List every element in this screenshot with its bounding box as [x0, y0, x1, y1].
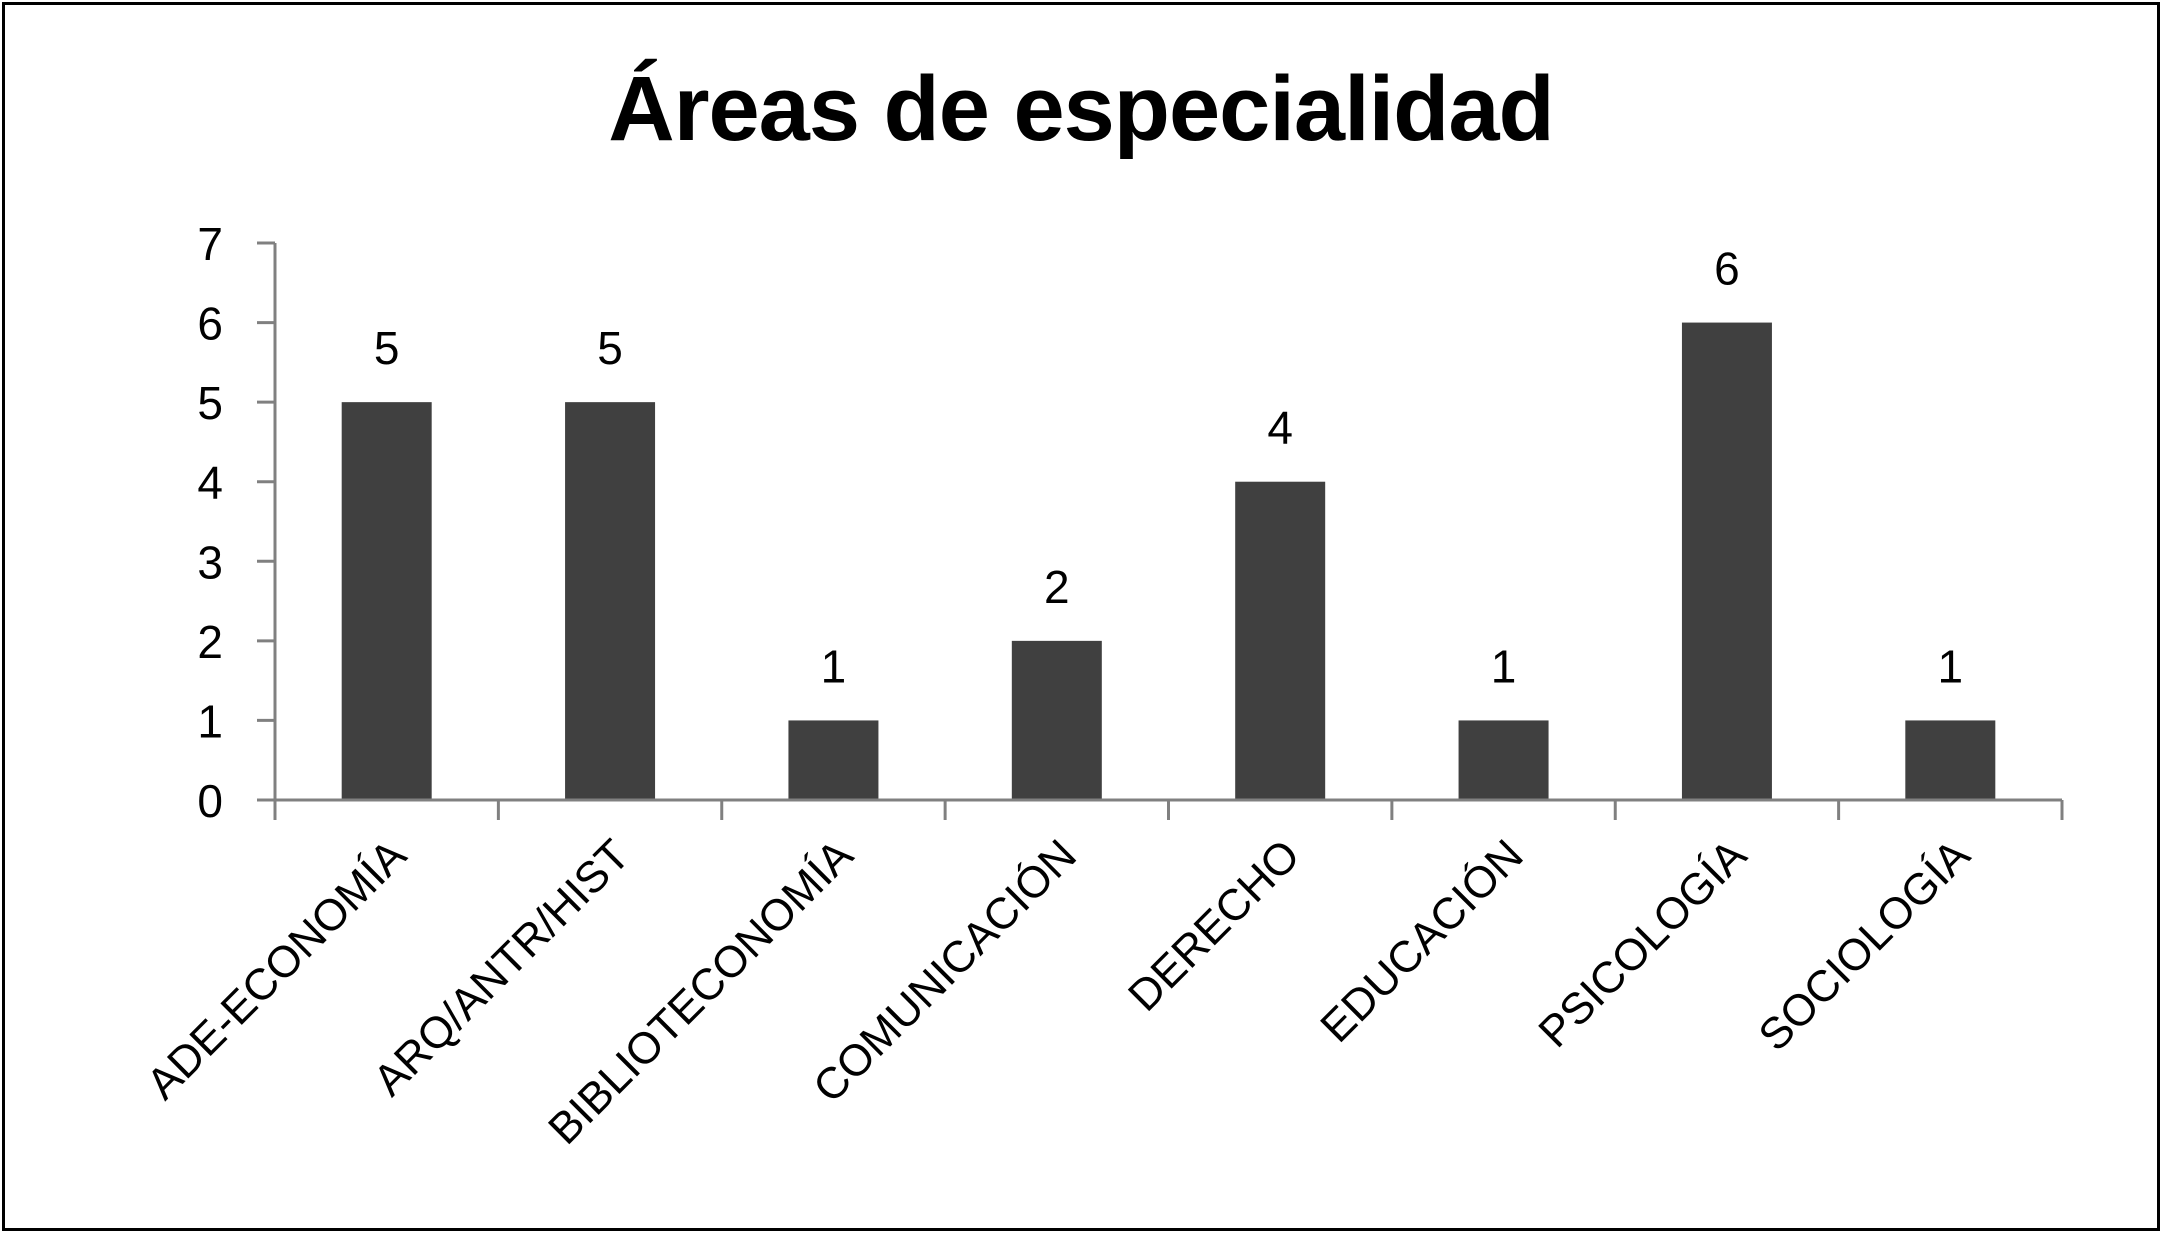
bar	[341, 402, 432, 800]
category-label: SOCIOLOGÍA	[1749, 830, 1979, 1060]
y-tick-label: 7	[197, 218, 223, 270]
y-tick-label: 2	[197, 616, 223, 668]
category-label: EDUCACIÓN	[1311, 830, 1532, 1051]
y-tick-label: 4	[197, 457, 223, 509]
chart-title: Áreas de especialidad	[608, 58, 1555, 160]
data-label: 1	[1938, 640, 1964, 692]
y-tick-label: 0	[197, 775, 223, 827]
category-labels: ADE-ECONOMÍAARQ/ANTR/HISTBIBLIOTECONOMÍA…	[137, 830, 1979, 1154]
bar-chart: 0 1 2 3 4 5 6 7 5 5 1 2 4 1 6 1 ADE-ECONOMÍAARQ/ANTR/H…	[137, 218, 2064, 1154]
bar	[1235, 481, 1326, 800]
data-label: 1	[821, 640, 847, 692]
bar	[1681, 322, 1772, 800]
y-tick-label: 1	[197, 695, 223, 747]
bar	[1011, 640, 1102, 800]
bar	[1458, 720, 1549, 800]
y-axis-ticks: 0 1 2 3 4 5 6 7	[197, 218, 275, 827]
data-label: 4	[1267, 402, 1293, 454]
category-label: DERECHO	[1119, 830, 1309, 1020]
data-labels: 5 5 1 2 4 1 6 1	[374, 243, 1963, 693]
category-label: PSICOLOGÍA	[1529, 830, 1756, 1057]
bar	[565, 402, 656, 800]
bars	[341, 322, 1996, 800]
y-tick-label: 5	[197, 377, 223, 429]
bar	[788, 720, 879, 800]
data-label: 5	[374, 322, 400, 374]
data-label: 5	[597, 322, 623, 374]
axes	[273, 243, 2064, 820]
data-label: 1	[1491, 640, 1517, 692]
bar	[1905, 720, 1996, 800]
y-tick-label: 6	[197, 298, 223, 350]
data-label: 2	[1044, 561, 1070, 613]
y-tick-label: 3	[197, 536, 223, 588]
data-label: 6	[1714, 243, 1740, 295]
